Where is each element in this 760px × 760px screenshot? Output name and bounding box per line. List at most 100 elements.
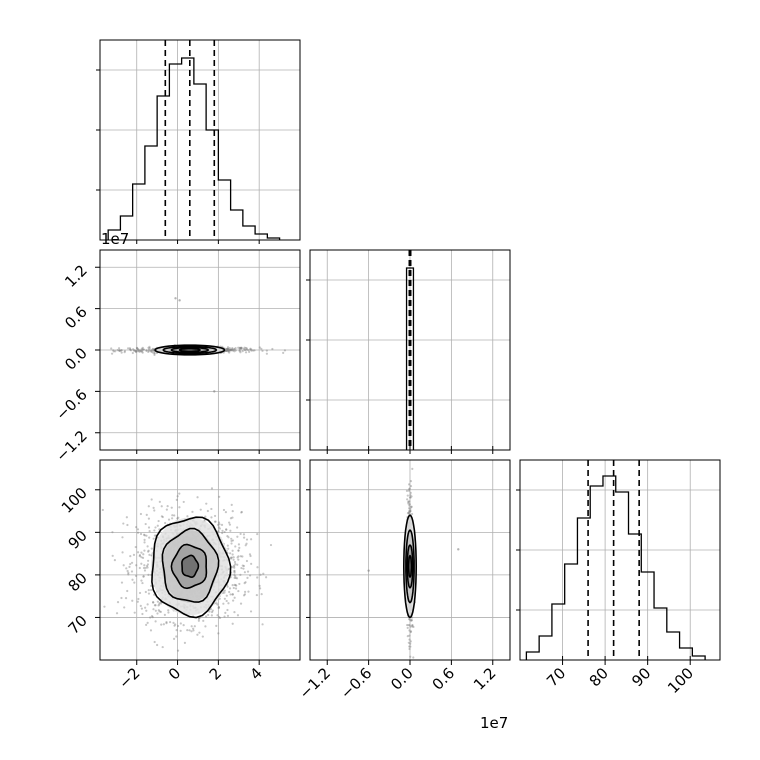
sample-point [408,509,411,512]
sample-point [199,508,202,511]
sample-point [115,612,119,615]
offset-label-row1: 1e7 [101,230,129,248]
sample-point [174,623,177,626]
sample-point [405,489,409,493]
sample-point [207,613,210,617]
sample-point [233,569,236,573]
sample-point [131,578,134,581]
offset-label-col1: 1e7 [480,714,508,732]
sample-point [245,542,248,545]
sample-point [409,640,412,643]
sample-point [145,513,148,517]
sample-point [409,625,412,628]
sample-point [407,500,410,503]
sample-point [244,581,247,584]
sample-point [210,614,213,617]
sample-point [223,530,226,534]
x-tick-label: 0 [165,664,184,683]
sample-point [141,556,145,559]
sample-point [411,625,414,628]
sample-point [135,564,138,567]
outlier-point [213,390,216,393]
sample-point [172,637,176,640]
sample-point [148,553,151,556]
sample-point [196,496,199,499]
sample-point [153,604,157,607]
sample-point [225,349,229,352]
sample-point [166,504,169,508]
sample-point [154,526,157,529]
sample-point [231,347,234,350]
panel-frame [99,459,301,661]
sample-point [250,349,253,352]
sample-point [147,505,150,508]
sample-point [148,536,151,539]
x-tick-label: 2 [206,664,225,683]
sample-point [237,555,240,558]
sample-point [256,566,259,569]
sample-point [171,517,174,520]
sample-point [411,467,414,470]
sample-point [243,593,247,596]
contour-line [170,346,210,354]
contour-line [402,514,418,619]
sample-point [137,348,140,351]
sample-point [250,562,253,565]
sample-point [234,346,237,350]
sample-point [250,348,253,351]
sample-point [409,509,412,513]
sample-point [226,347,230,350]
sample-point [229,348,232,351]
sample-point [142,553,145,556]
sample-point [409,630,413,633]
sample-point [231,539,235,542]
sample-point [409,645,412,648]
sample-point [178,492,181,495]
sample-point [406,511,410,515]
sample-point [131,351,134,355]
sample-point [226,348,229,351]
sample-point [142,533,146,536]
density-fill [181,555,198,578]
sample-point [407,501,410,504]
sample-point [236,556,239,559]
sample-point [237,346,240,349]
sample-point [129,555,132,558]
sample-point [410,505,413,508]
sample-point [145,609,148,612]
sample-point [232,349,235,352]
sample-point [218,616,222,619]
sample-point [412,625,415,629]
sample-point [409,491,412,495]
sample-point [408,496,412,499]
sample-point [237,589,240,593]
sample-point [236,614,240,617]
sample-point [408,638,411,641]
sample-point [240,511,243,514]
sample-point [240,347,243,350]
sample-point [233,348,236,351]
y-tick-label: 1.2 [61,261,91,291]
sample-point [217,523,220,527]
sample-point [168,620,172,624]
sample-point [152,506,155,509]
x-tick-label: −1.2 [296,664,334,702]
sample-point [238,546,241,549]
sample-point [154,609,157,612]
contour-line [406,544,414,589]
sample-point [138,554,141,558]
sample-point [238,350,241,353]
sample-point [220,523,224,526]
sample-point [245,347,249,350]
sample-point [230,348,233,351]
sample-point [243,590,247,593]
sample-point [118,349,122,353]
data-layer [101,40,706,660]
sample-point [147,550,150,553]
sample-point [138,591,142,595]
sample-point [136,600,139,603]
sample-point [231,592,234,596]
sample-point [171,514,174,517]
sample-point [218,527,221,530]
